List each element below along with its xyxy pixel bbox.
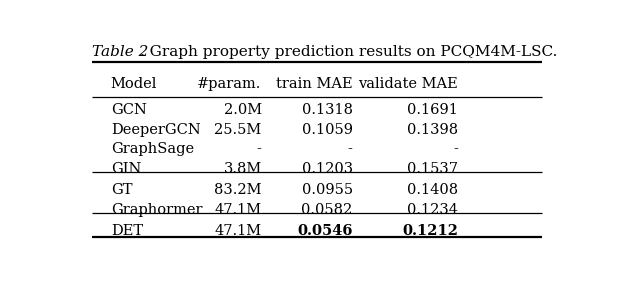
Text: GCN: GCN bbox=[111, 103, 146, 117]
Text: 3.8M: 3.8M bbox=[223, 162, 261, 176]
Text: 0.1537: 0.1537 bbox=[407, 162, 458, 176]
Text: 0.1234: 0.1234 bbox=[407, 203, 458, 217]
Text: 0.1203: 0.1203 bbox=[302, 162, 353, 176]
Text: 0.1408: 0.1408 bbox=[407, 183, 458, 197]
Text: Graphormer: Graphormer bbox=[111, 203, 202, 217]
Text: Model: Model bbox=[111, 77, 157, 91]
Text: GIN: GIN bbox=[111, 162, 141, 176]
Text: GT: GT bbox=[111, 183, 132, 197]
Text: -: - bbox=[348, 142, 353, 156]
Text: GraphSage: GraphSage bbox=[111, 142, 194, 156]
Text: -: - bbox=[453, 142, 458, 156]
Text: DeeperGCN: DeeperGCN bbox=[111, 123, 200, 137]
Text: train MAE: train MAE bbox=[276, 77, 353, 91]
Text: 83.2M: 83.2M bbox=[214, 183, 261, 197]
Text: 2.0M: 2.0M bbox=[224, 103, 261, 117]
Text: 0.1398: 0.1398 bbox=[407, 123, 458, 137]
Text: 0.1059: 0.1059 bbox=[302, 123, 353, 137]
Text: #param.: #param. bbox=[197, 77, 261, 91]
Text: 0.1212: 0.1212 bbox=[402, 224, 458, 238]
Text: 0.0582: 0.0582 bbox=[302, 203, 353, 217]
Text: DET: DET bbox=[111, 224, 143, 238]
Text: 25.5M: 25.5M bbox=[214, 123, 261, 137]
Text: 0.1691: 0.1691 bbox=[407, 103, 458, 117]
Text: 47.1M: 47.1M bbox=[214, 203, 261, 217]
Text: -: - bbox=[256, 142, 261, 156]
Text: . Graph property prediction results on PCQM4M-LSC.: . Graph property prediction results on P… bbox=[140, 45, 557, 59]
Text: validate MAE: validate MAE bbox=[358, 77, 458, 91]
Text: Table 2: Table 2 bbox=[91, 45, 148, 59]
Text: 47.1M: 47.1M bbox=[214, 224, 261, 238]
Text: 0.0546: 0.0546 bbox=[297, 224, 353, 238]
Text: 0.0955: 0.0955 bbox=[302, 183, 353, 197]
Text: 0.1318: 0.1318 bbox=[302, 103, 353, 117]
